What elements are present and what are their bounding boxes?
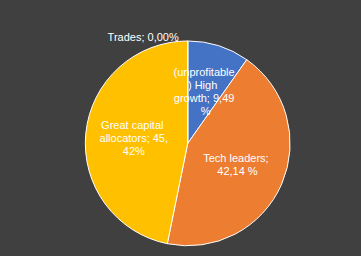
svg-text:42%: 42% — [123, 145, 145, 157]
svg-text:Trades; 0,00%: Trades; 0,00% — [108, 31, 179, 43]
svg-text:) High: ) High — [188, 79, 220, 91]
svg-text:Great capital: Great capital — [101, 119, 166, 131]
svg-text:allocators; 45,: allocators; 45, — [100, 132, 168, 144]
svg-text:Tech leaders;: Tech leaders; — [203, 152, 271, 164]
svg-text:%: % — [198, 105, 211, 117]
svg-text:growth; 9,49: growth; 9,49 — [174, 92, 235, 104]
svg-text:42,14 %: 42,14 % — [217, 165, 258, 177]
svg-text:(unprofitable: (unprofitable — [174, 66, 235, 78]
